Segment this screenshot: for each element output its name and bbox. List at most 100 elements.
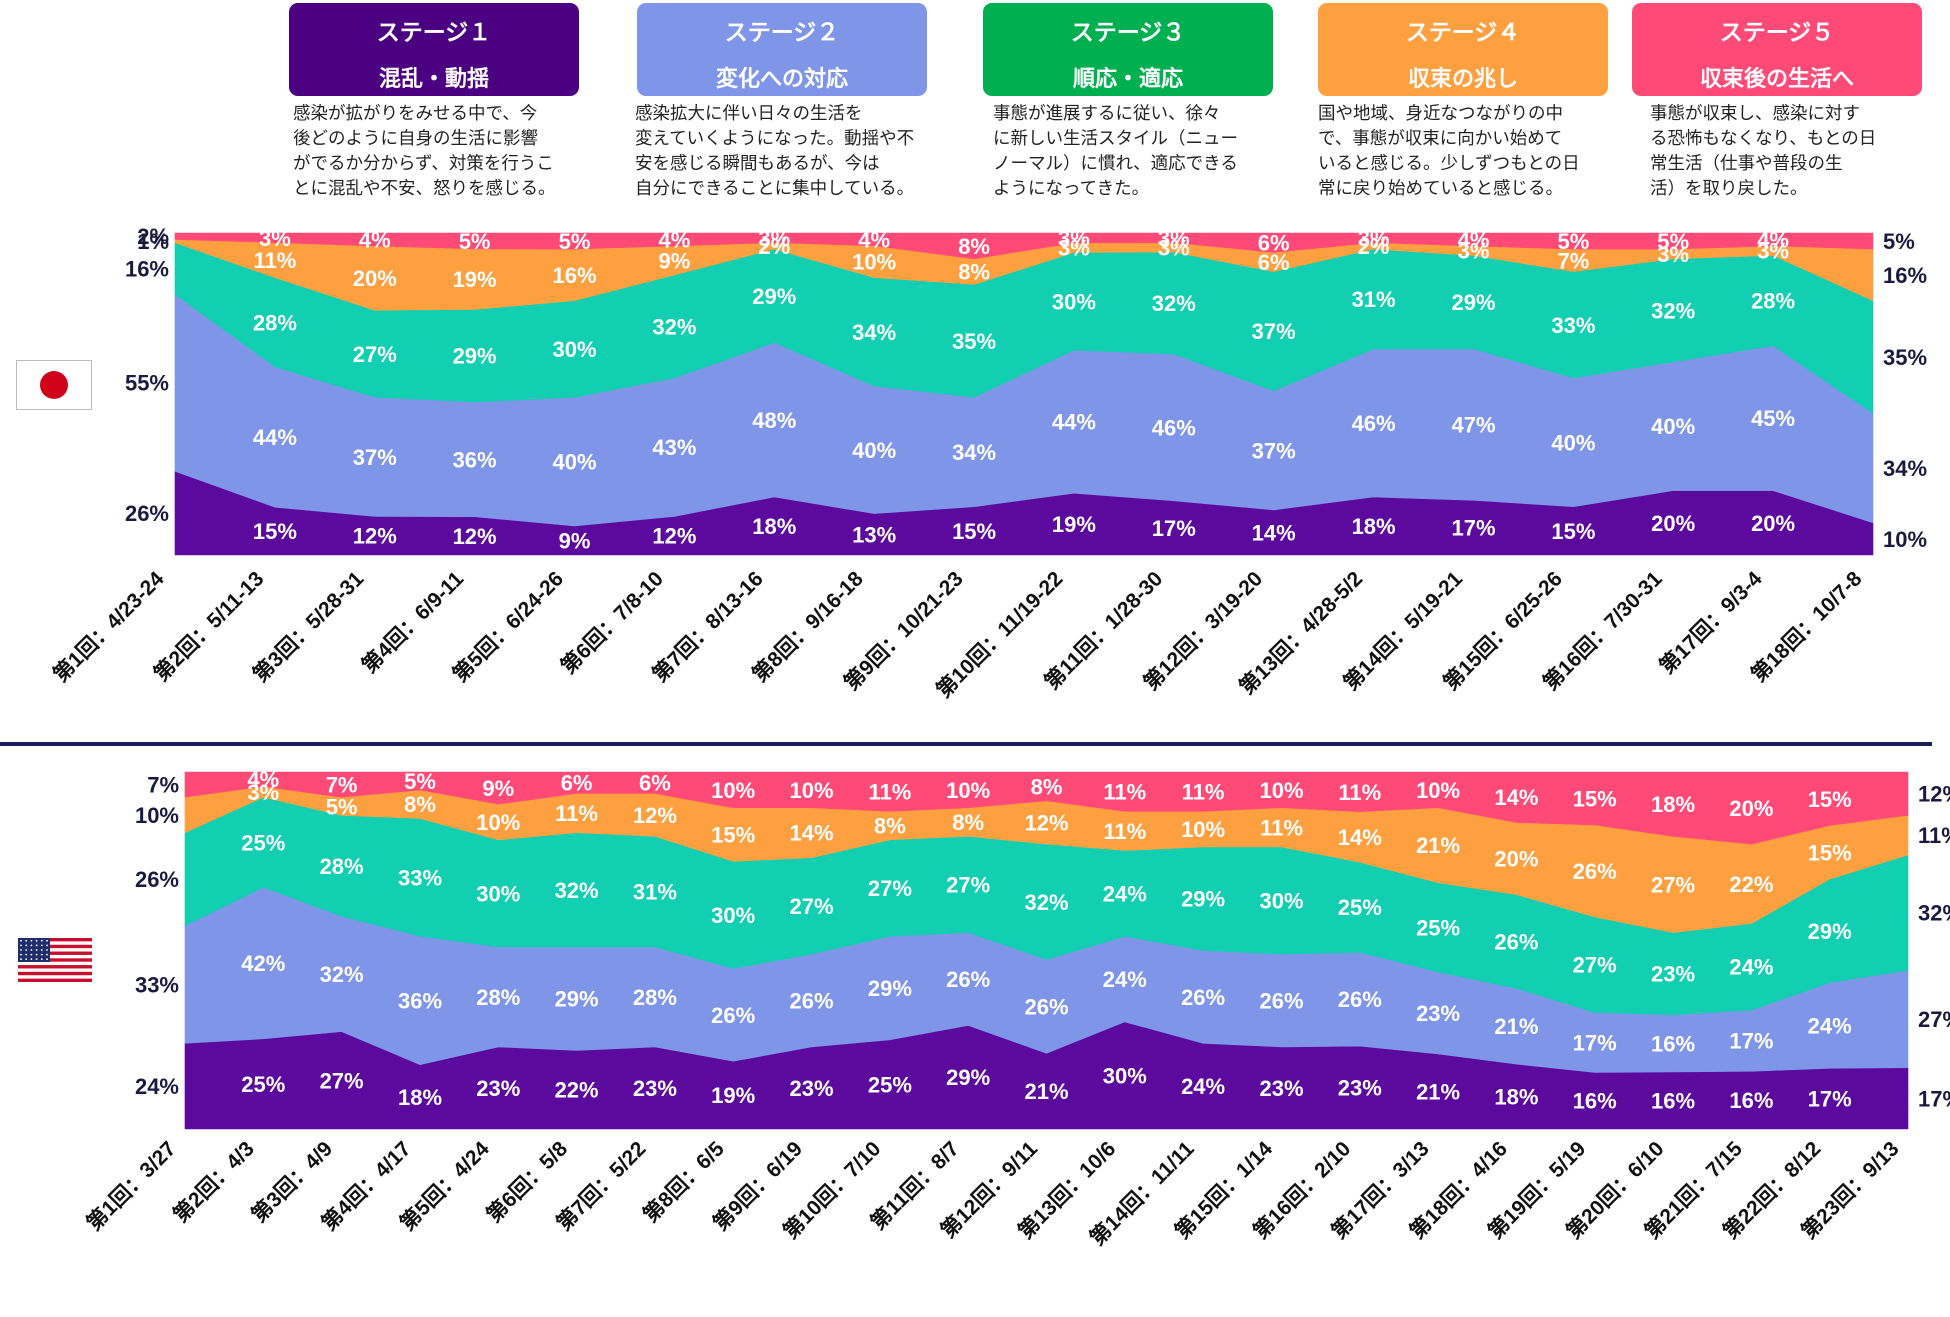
data-label: 12% [1918, 782, 1950, 807]
data-label: 15% [1551, 519, 1595, 544]
stage-subtitle: 混乱・動揺 [378, 66, 489, 91]
stage-4-description: 国や地域、身近なつながりの中 で、事態が収束に向かい始めて いると感じる。少しずつも… [1318, 102, 1618, 202]
data-label: 27% [868, 876, 912, 901]
stage-subtitle: 順応・適応 [1072, 66, 1183, 91]
data-label: 3% [1358, 226, 1390, 251]
data-label: 24% [1181, 1074, 1225, 1099]
stage-title: ステージ４ [1405, 19, 1521, 45]
data-label: 20% [1751, 511, 1795, 536]
data-label: 40% [852, 438, 896, 463]
data-label: 32% [555, 878, 599, 903]
data-label: 36% [398, 989, 442, 1014]
data-label: 27% [1918, 1007, 1950, 1032]
data-label: 28% [253, 310, 297, 335]
description-line: 活）を取り戻した。 [1650, 179, 1808, 199]
data-label: 30% [476, 881, 520, 906]
data-label: 13% [852, 522, 896, 547]
data-label: 29% [946, 1065, 990, 1090]
x-tick-label: 第6回：7/8-10 [556, 567, 668, 679]
data-label: 10% [135, 803, 179, 828]
data-label: 40% [1551, 430, 1595, 455]
data-label: 35% [952, 329, 996, 354]
data-label: 5% [1883, 229, 1915, 254]
data-label: 3% [1158, 235, 1190, 260]
data-label: 16% [1729, 1088, 1773, 1113]
data-label: 15% [711, 823, 755, 848]
data-label: 30% [711, 903, 755, 928]
stage-subtitle: 収束の兆し [1407, 66, 1518, 91]
stage-1-header: ステージ１ 混乱・動揺 [289, 3, 579, 96]
data-label: 26% [1259, 989, 1303, 1014]
data-label: 12% [453, 524, 497, 549]
data-label: 30% [552, 337, 596, 362]
data-label: 25% [241, 1072, 285, 1097]
data-label: 4% [247, 767, 279, 792]
data-label: 15% [1573, 787, 1617, 812]
data-label: 19% [453, 267, 497, 292]
data-label: 55% [125, 371, 169, 396]
data-label: 24% [1808, 1014, 1852, 1039]
description-line: 常に戻り始めていると感じる。 [1318, 179, 1563, 199]
description-line: 国や地域、身近なつながりの中 [1318, 104, 1563, 124]
x-tick-label: 第4回：6/9-11 [357, 566, 468, 677]
data-label: 11% [555, 801, 598, 826]
data-label: 4% [359, 227, 391, 252]
data-label: 28% [1751, 289, 1795, 314]
data-label: 29% [555, 987, 599, 1012]
data-label: 7% [326, 773, 358, 798]
data-label: 17% [1808, 1087, 1852, 1112]
data-label: 12% [633, 803, 677, 828]
data-label: 17% [1152, 516, 1196, 541]
data-label: 45% [1751, 406, 1795, 431]
data-label: 3% [758, 226, 790, 251]
description-line: がでるか分からず、対策を行うこ [293, 154, 554, 174]
data-label: 29% [1451, 290, 1495, 315]
data-label: 24% [1729, 955, 1773, 980]
data-label: 14% [1494, 785, 1538, 810]
data-label: 3% [1458, 239, 1490, 264]
data-label: 21% [1416, 1080, 1460, 1105]
data-label: 11% [1918, 823, 1950, 848]
description-line: 安を感じる瞬間もあるが、今は [635, 154, 880, 174]
data-label: 3% [1058, 226, 1090, 251]
description-line: る恐怖もなくなり、もとの日 [1650, 129, 1877, 149]
data-label: 32% [1152, 291, 1196, 316]
data-label: 18% [1352, 514, 1396, 539]
data-label: 23% [1416, 1001, 1460, 1026]
data-label: 4% [659, 227, 691, 252]
data-label: 10% [946, 778, 990, 803]
stage-4-header: ステージ４ 収束の兆し [1318, 3, 1608, 96]
data-label: 8% [958, 234, 990, 259]
data-label: 10% [789, 778, 833, 803]
data-label: 6% [639, 771, 671, 796]
data-label: 32% [652, 314, 696, 339]
data-label: 27% [1651, 873, 1695, 898]
data-label: 24% [1103, 881, 1147, 906]
data-label: 1% [137, 229, 169, 254]
data-label: 33% [398, 865, 442, 890]
stage-3-header: ステージ３ 順応・適応 [983, 3, 1273, 96]
stage-title: ステージ１ [376, 19, 492, 45]
data-label: 47% [1451, 413, 1495, 438]
description-line: で、事態が収束に向かい始めて [1318, 129, 1563, 149]
data-label: 12% [652, 524, 696, 549]
data-label: 36% [453, 447, 497, 472]
description-line: 感染が拡がりをみせる中で、今 [293, 104, 538, 124]
data-label: 27% [1573, 953, 1617, 978]
data-label: 4% [1458, 227, 1490, 252]
data-label: 12% [353, 524, 397, 549]
japan-stacked-area-chart: 26% 15% 12% 12% 9% 12% 18% 13% 15% 19% 17% 14% 18% 17… [48, 224, 1927, 702]
description-line: 事態が進展するに従い、徐々 [993, 104, 1221, 124]
data-label: 5% [1558, 229, 1590, 254]
data-label: 27% [789, 894, 833, 919]
data-label: 16% [1573, 1089, 1617, 1114]
usa-flag-icon [18, 938, 92, 983]
data-label: 29% [752, 284, 796, 309]
description-line: 自分にできることに集中している。 [635, 179, 915, 199]
data-label: 25% [1338, 895, 1382, 920]
data-label: 40% [1651, 414, 1695, 439]
data-label: 46% [1352, 411, 1396, 436]
data-label: 26% [946, 967, 990, 992]
data-label: 25% [868, 1072, 912, 1097]
description-line: 事態が収束し、感染に対す [1650, 104, 1860, 124]
